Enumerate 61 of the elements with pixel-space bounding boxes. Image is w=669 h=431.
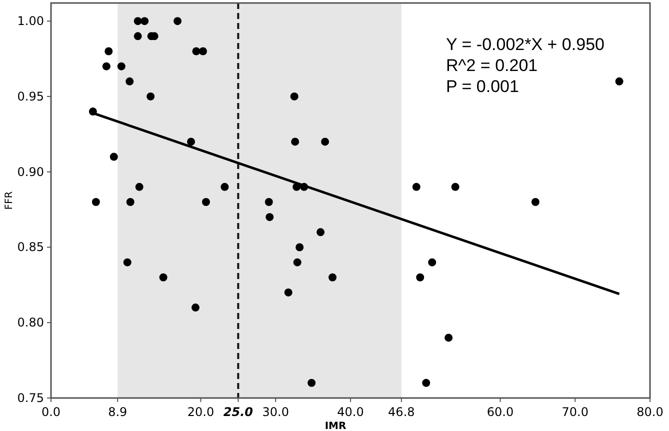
point: [328, 273, 337, 282]
point: [264, 198, 273, 206]
point: [416, 273, 424, 282]
point: [123, 258, 132, 266]
x-tick-label: 70.0: [562, 405, 588, 419]
point: [266, 213, 274, 222]
point: [615, 77, 624, 86]
point: [102, 62, 110, 70]
point: [202, 198, 210, 206]
point: [140, 17, 149, 26]
x-tick-label: 60.0: [486, 405, 514, 419]
point: [174, 17, 182, 26]
point: [134, 32, 142, 40]
ref-line-label: 25.0: [223, 405, 253, 419]
point: [159, 273, 168, 282]
y-tick-label: 0.95: [17, 89, 44, 104]
x-tick-label: 8.9: [108, 405, 128, 419]
point: [293, 258, 302, 266]
x-tick-label: 40.0: [337, 405, 364, 419]
point: [134, 17, 142, 26]
point: [135, 182, 144, 191]
point: [198, 47, 207, 56]
point: [296, 243, 304, 252]
point: [428, 258, 436, 266]
point: [451, 182, 460, 191]
annotation: Y = -0.002*X + 0.950: [446, 35, 604, 54]
point: [104, 47, 113, 56]
x-tick-label: 80.0: [636, 405, 664, 419]
point: [291, 138, 300, 146]
y-tick-label: 0.80: [17, 316, 44, 330]
point: [308, 378, 316, 387]
y-tick-label: 0.75: [17, 391, 44, 405]
annotation: R^2 = 0.201: [446, 56, 538, 75]
x-tick-label: 20.0: [187, 405, 214, 419]
y-tick-label: 0.90: [17, 164, 44, 179]
point: [422, 378, 430, 387]
x-tick-label: 46.8: [388, 405, 415, 419]
point: [290, 92, 298, 100]
point: [146, 92, 155, 100]
point: [531, 198, 540, 206]
point: [444, 334, 453, 342]
y-tick-label: 1.00: [17, 14, 44, 28]
y-tick-label: 0.85: [17, 240, 44, 254]
point: [284, 288, 292, 296]
point: [92, 198, 100, 206]
x-axis-title: IMR: [324, 421, 346, 431]
point: [321, 138, 330, 146]
point: [192, 47, 200, 56]
point: [220, 182, 229, 191]
point: [412, 182, 420, 191]
point: [187, 138, 196, 146]
x-tick-label: 0.0: [41, 405, 61, 419]
point: [126, 198, 134, 206]
point: [117, 62, 126, 70]
point: [110, 152, 118, 161]
point: [316, 228, 325, 236]
annotation: P = 0.001: [446, 77, 519, 96]
point: [126, 77, 134, 86]
point: [192, 304, 200, 312]
x-tick-label: 30.0: [262, 405, 289, 419]
y-axis-title: FFR: [4, 191, 15, 210]
